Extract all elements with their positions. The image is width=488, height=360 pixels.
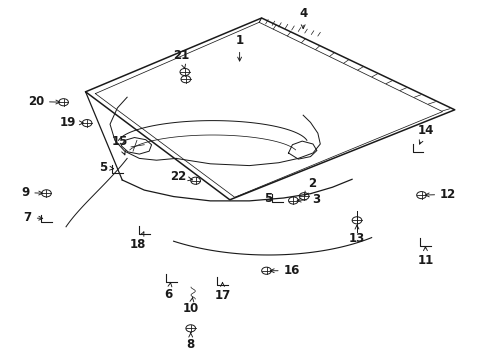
Text: 14: 14 xyxy=(416,124,433,144)
Text: 17: 17 xyxy=(214,283,230,302)
Text: 10: 10 xyxy=(182,297,199,315)
Text: 4: 4 xyxy=(299,7,306,28)
Text: 5: 5 xyxy=(99,161,113,174)
Text: 19: 19 xyxy=(60,116,83,129)
Text: 7: 7 xyxy=(23,211,42,224)
Text: 21: 21 xyxy=(172,49,189,68)
Text: 18: 18 xyxy=(129,232,146,251)
Text: 15: 15 xyxy=(111,135,128,155)
Text: 3: 3 xyxy=(297,193,320,206)
Text: 13: 13 xyxy=(348,225,365,245)
Text: 6: 6 xyxy=(164,282,172,301)
Text: 12: 12 xyxy=(425,188,455,201)
Text: 16: 16 xyxy=(270,264,299,277)
Text: 9: 9 xyxy=(21,186,42,199)
Text: 1: 1 xyxy=(235,34,243,61)
Text: 2: 2 xyxy=(304,177,316,195)
Text: 11: 11 xyxy=(416,247,433,267)
Text: 22: 22 xyxy=(170,170,192,183)
Text: 8: 8 xyxy=(186,333,194,351)
Text: 5: 5 xyxy=(264,192,272,204)
Text: 20: 20 xyxy=(28,95,60,108)
